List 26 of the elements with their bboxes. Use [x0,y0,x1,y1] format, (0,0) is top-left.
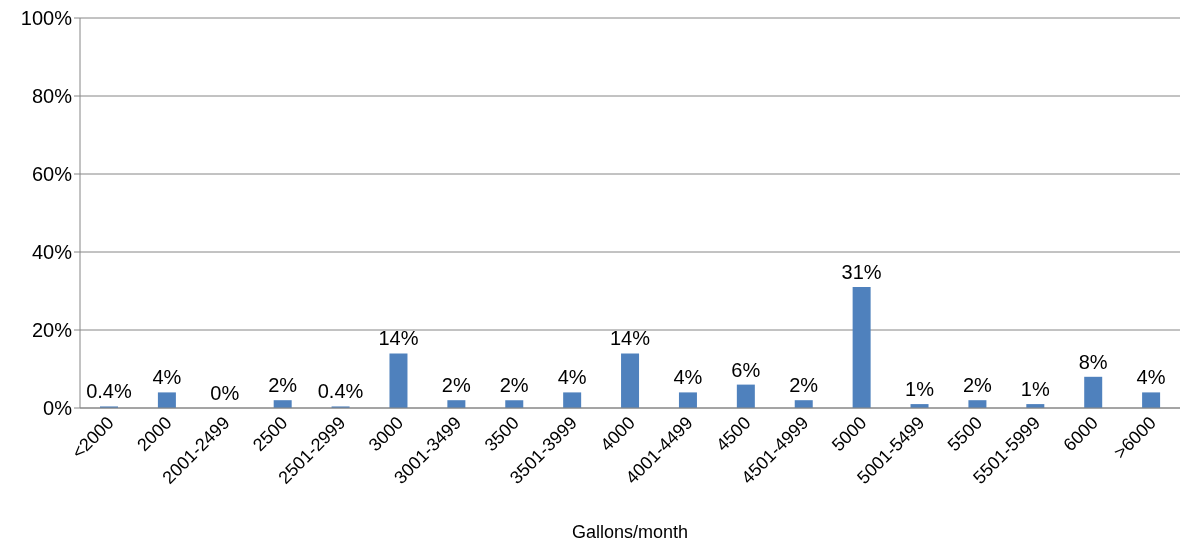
data-label: 4% [1136,366,1166,389]
data-label: 0% [210,382,240,404]
x-axis-title: Gallons/month [571,522,689,542]
data-label: 4% [673,366,703,389]
y-tick-label: 100% [20,7,73,30]
data-label: 4% [152,366,182,389]
data-label: 2% [962,374,993,397]
data-label: 31% [841,261,882,284]
data-label: 4% [557,366,587,389]
y-tick-label: 0% [43,397,73,420]
data-label: 1% [1020,378,1050,401]
y-tick-label: 60% [31,163,73,186]
y-tick-label: 80% [31,85,73,108]
data-label: 2% [499,374,529,397]
data-label: 2% [441,374,471,397]
data-label: 6% [731,358,761,381]
data-label: 1% [905,378,935,401]
data-label: 2% [268,374,298,397]
data-label: 0.4% [86,380,132,403]
data-label: 14% [609,327,651,350]
data-label: 0.4% [317,380,364,403]
data-label: 14% [378,327,419,350]
y-tick-label: 20% [31,319,73,342]
data-label: 2% [789,374,819,397]
data-label: 8% [1078,350,1108,373]
y-tick-label: 40% [31,241,73,264]
